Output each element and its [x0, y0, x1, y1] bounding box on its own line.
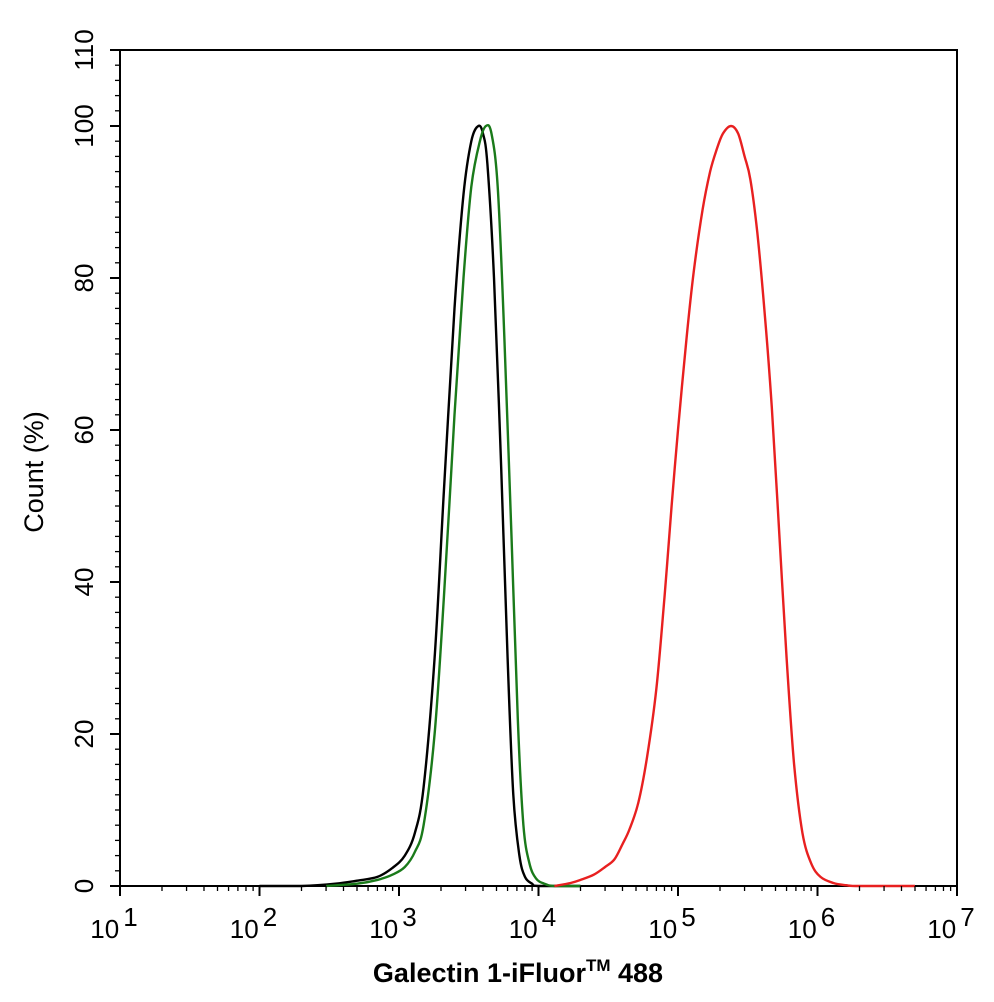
x-tick-label: 10 2 — [230, 902, 277, 944]
y-axis-label: Count (%) — [19, 411, 49, 533]
x-tick-label: 10 6 — [788, 902, 835, 944]
histogram-curves — [259, 123, 915, 888]
y-tick-label: 20 — [69, 720, 99, 749]
x-tick-label: 10 5 — [648, 902, 695, 944]
y-tick-label: 0 — [69, 879, 99, 893]
x-axis-label-main: Galectin 1-iFluor — [373, 958, 587, 988]
y-tick-label: 100 — [69, 104, 99, 147]
x-tick-label: 10 7 — [927, 902, 974, 944]
y-tick-label: 40 — [69, 568, 99, 597]
axes: 0 20 40 60 80 100 110 10 1 10 2 10 3 10 4 10 5 10 6 10 7 — [69, 29, 975, 944]
x-axis-label-tail: 488 — [611, 958, 664, 988]
y-tick-label: 60 — [69, 416, 99, 445]
x-tick-label: 10 1 — [90, 902, 137, 944]
histogram-series-3 — [554, 124, 915, 888]
x-tick-label: 10 4 — [509, 902, 556, 944]
histogram-series-1 — [259, 124, 581, 888]
histogram-series-2 — [326, 123, 581, 888]
plot-frame — [119, 49, 958, 887]
x-tick-label: 10 3 — [369, 902, 416, 944]
y-tick-label: 80 — [69, 264, 99, 293]
plot-area — [119, 49, 958, 887]
x-axis-label: Galectin 1-iFluorTM 488 — [373, 956, 663, 988]
x-axis-label-tm: TM — [586, 956, 611, 975]
y-tick-label: 110 — [69, 29, 99, 70]
